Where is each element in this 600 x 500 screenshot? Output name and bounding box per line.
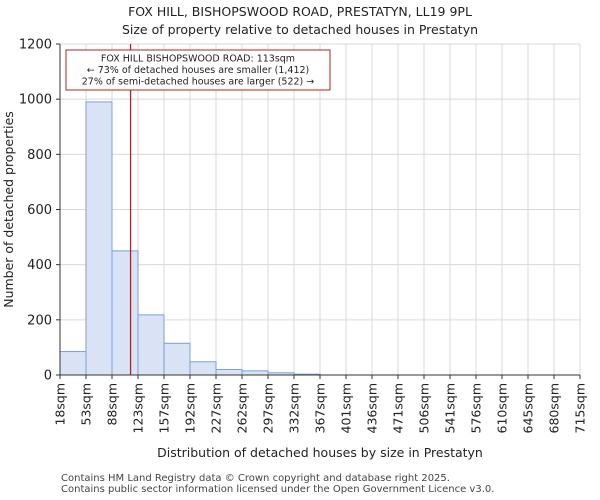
histogram-bar [189, 361, 217, 376]
annotation-line: ← 73% of detached houses are smaller (1,… [87, 65, 310, 76]
y-tick-label: 200 [27, 313, 52, 328]
footer-credit-line2: Contains public sector information licen… [61, 484, 495, 495]
x-tick-label: 610sqm [495, 383, 510, 433]
histogram-bar [215, 368, 243, 376]
y-tick-label: 400 [27, 258, 52, 273]
annotation-box [65, 49, 331, 91]
x-tick-label: 262sqm [235, 383, 250, 433]
x-tick-label: 576sqm [469, 383, 484, 433]
x-tick-label: 157sqm [157, 383, 172, 433]
histogram-bar [59, 351, 87, 376]
x-tick-label: 332sqm [287, 383, 302, 433]
histogram-bar [163, 342, 191, 376]
x-tick-label: 88sqm [105, 383, 120, 426]
x-tick-label: 123sqm [131, 383, 146, 433]
x-tick-label: 192sqm [183, 383, 198, 433]
y-tick-label: 800 [27, 148, 52, 163]
y-tick-label: 1200 [19, 38, 52, 53]
histogram-bar [137, 314, 165, 376]
x-tick-label: 436sqm [365, 383, 380, 433]
x-tick-label: 227sqm [209, 383, 224, 433]
x-tick-label: 367sqm [313, 383, 328, 433]
x-tick-label: 506sqm [417, 383, 432, 433]
annotation-line: FOX HILL BISHOPSWOOD ROAD: 113sqm [101, 54, 295, 65]
x-tick-label: 645sqm [521, 383, 536, 433]
y-tick-label: 0 [44, 369, 52, 384]
x-tick-label: 297sqm [261, 383, 276, 433]
x-axis-label: Distribution of detached houses by size … [157, 445, 483, 460]
footer-credit-line1: Contains HM Land Registry data © Crown c… [61, 473, 450, 484]
x-tick-label: 715sqm [573, 383, 588, 433]
y-tick-label: 600 [27, 203, 52, 218]
x-tick-label: 541sqm [443, 383, 458, 433]
x-tick-label: 680sqm [547, 383, 562, 433]
histogram-bar [85, 101, 113, 376]
chart-subtitle: Size of property relative to detached ho… [121, 22, 479, 37]
histogram-bar [111, 250, 139, 376]
x-tick-label: 18sqm [53, 383, 68, 426]
histogram-bar [241, 370, 269, 376]
annotation-line: 27% of semi-detached houses are larger (… [82, 77, 315, 88]
y-tick-label: 1000 [19, 93, 52, 108]
x-tick-label: 401sqm [339, 383, 354, 433]
x-tick-label: 471sqm [391, 383, 406, 433]
x-tick-label: 53sqm [79, 383, 94, 426]
y-axis-label: Number of detached properties [1, 111, 16, 308]
chart-title: FOX HILL, BISHOPSWOOD ROAD, PRESTATYN, L… [128, 4, 472, 19]
